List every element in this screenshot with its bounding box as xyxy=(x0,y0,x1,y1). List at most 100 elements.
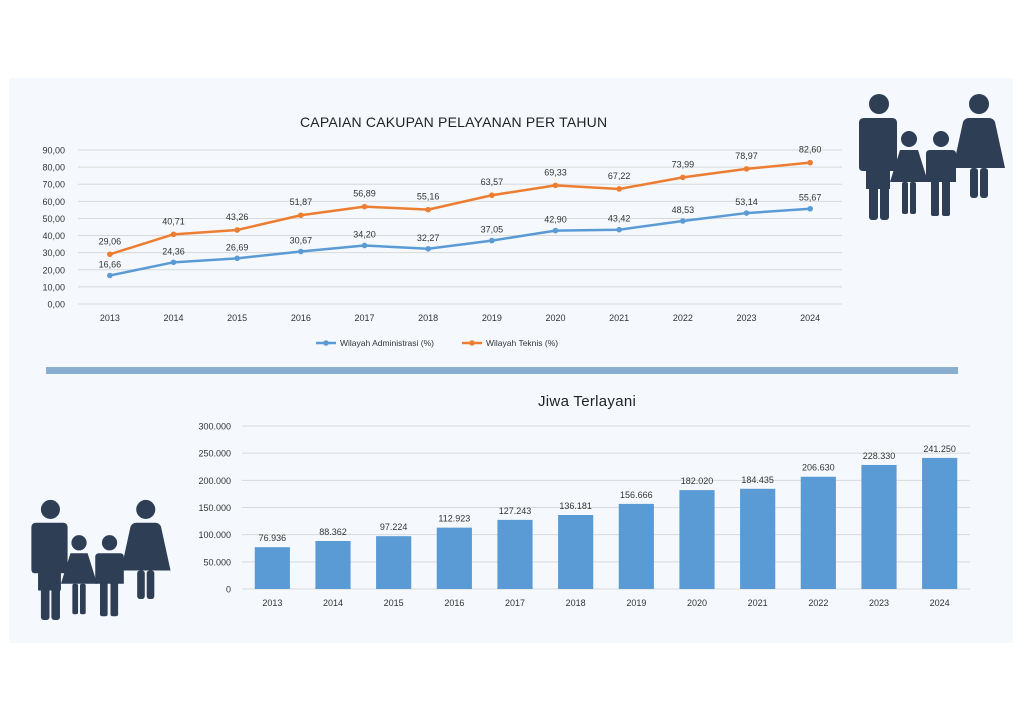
bar-chart-title: Jiwa Terlayani xyxy=(538,393,637,410)
data-label: 241.250 xyxy=(923,444,956,454)
y-tick-label: 90,00 xyxy=(42,146,65,156)
data-point xyxy=(361,203,368,210)
data-label: 51,87 xyxy=(290,197,313,207)
data-label: 88.362 xyxy=(319,527,347,537)
x-tick-label: 2020 xyxy=(687,598,707,608)
bar xyxy=(861,464,897,589)
data-label: 156.666 xyxy=(620,490,653,500)
data-point xyxy=(616,226,622,233)
y-tick-label: 60,00 xyxy=(42,197,65,207)
x-tick-label: 2013 xyxy=(100,313,120,323)
data-point xyxy=(298,248,304,255)
section-divider xyxy=(46,367,958,374)
data-label: 112.923 xyxy=(438,514,470,524)
y-tick-label: 80,00 xyxy=(42,163,65,173)
y-tick-label: 30,00 xyxy=(42,248,65,258)
data-label: 48,53 xyxy=(672,205,695,215)
data-label: 55,16 xyxy=(417,192,440,202)
x-tick-label: 2024 xyxy=(930,598,950,608)
y-tick-label: 300.000 xyxy=(198,422,231,432)
data-label: 76.936 xyxy=(259,533,287,543)
x-tick-label: 2021 xyxy=(748,598,768,608)
data-label: 63,57 xyxy=(481,177,504,187)
data-label: 24,36 xyxy=(162,246,185,256)
bar xyxy=(800,476,836,589)
data-label: 69,33 xyxy=(544,167,567,177)
data-label: 78,97 xyxy=(735,151,758,161)
data-label: 42,90 xyxy=(544,215,567,225)
family-icon xyxy=(31,499,171,620)
data-point xyxy=(234,255,240,262)
bar xyxy=(558,515,594,589)
series-line xyxy=(109,161,811,256)
data-label: 136.181 xyxy=(559,501,592,511)
bar xyxy=(436,527,472,589)
data-label: 43,26 xyxy=(226,212,249,222)
legend-marker xyxy=(323,340,329,346)
series-line xyxy=(109,207,811,277)
x-tick-label: 2013 xyxy=(262,598,282,608)
data-label: 37,05 xyxy=(481,225,504,235)
data-point xyxy=(743,210,750,216)
y-tick-label: 70,00 xyxy=(42,180,65,190)
x-tick-label: 2023 xyxy=(869,598,889,608)
data-label: 16,66 xyxy=(99,259,122,269)
data-label: 55,67 xyxy=(799,193,822,203)
bar xyxy=(740,488,776,589)
data-point xyxy=(743,166,750,172)
data-point xyxy=(361,242,368,249)
data-label: 228.330 xyxy=(863,451,896,461)
x-tick-label: 2017 xyxy=(354,313,374,323)
data-label: 73,99 xyxy=(672,159,695,169)
data-label: 29,06 xyxy=(99,236,122,246)
data-label: 67,22 xyxy=(608,171,631,181)
legend-label: Wilayah Administrasi (%) xyxy=(340,338,434,348)
x-tick-label: 2016 xyxy=(291,313,311,323)
x-tick-label: 2024 xyxy=(800,313,820,323)
data-label: 82,60 xyxy=(799,145,822,155)
x-tick-label: 2015 xyxy=(227,313,247,323)
x-tick-label: 2019 xyxy=(482,313,502,323)
y-tick-label: 50,00 xyxy=(42,214,65,224)
x-tick-label: 2017 xyxy=(505,598,525,608)
data-point xyxy=(107,272,113,279)
y-tick-label: 100.000 xyxy=(198,530,231,540)
data-label: 30,67 xyxy=(290,236,313,246)
data-point xyxy=(425,245,431,252)
family-icon xyxy=(859,94,1005,220)
data-label: 32,27 xyxy=(417,233,440,243)
data-label: 40,71 xyxy=(162,216,185,226)
x-tick-label: 2021 xyxy=(609,313,629,323)
data-label: 56,89 xyxy=(353,189,376,199)
data-label: 34,20 xyxy=(353,229,376,239)
data-label: 53,14 xyxy=(735,197,758,207)
data-point xyxy=(489,237,495,244)
data-point xyxy=(552,227,559,234)
data-point xyxy=(680,218,686,224)
x-tick-label: 2019 xyxy=(626,598,646,608)
data-point xyxy=(170,231,177,238)
y-tick-label: 50.000 xyxy=(203,557,231,567)
data-label: 206.630 xyxy=(802,463,835,473)
x-tick-label: 2014 xyxy=(163,313,183,323)
x-tick-label: 2020 xyxy=(545,313,565,323)
y-tick-label: 250.000 xyxy=(198,449,231,459)
data-point xyxy=(616,186,622,192)
y-tick-label: 0,00 xyxy=(47,300,65,310)
y-tick-label: 150.000 xyxy=(198,503,231,513)
bar xyxy=(497,519,533,589)
data-point xyxy=(807,205,813,212)
y-tick-label: 10,00 xyxy=(42,282,65,292)
x-tick-label: 2018 xyxy=(566,598,586,608)
data-point xyxy=(234,227,240,233)
bar xyxy=(922,457,958,589)
data-point xyxy=(489,192,495,199)
data-point xyxy=(298,212,304,219)
data-label: 43,42 xyxy=(608,214,631,224)
data-point xyxy=(680,174,686,181)
data-label: 182.020 xyxy=(681,476,714,486)
x-tick-label: 2016 xyxy=(444,598,464,608)
data-label: 184.435 xyxy=(741,475,774,485)
bar xyxy=(315,540,351,589)
